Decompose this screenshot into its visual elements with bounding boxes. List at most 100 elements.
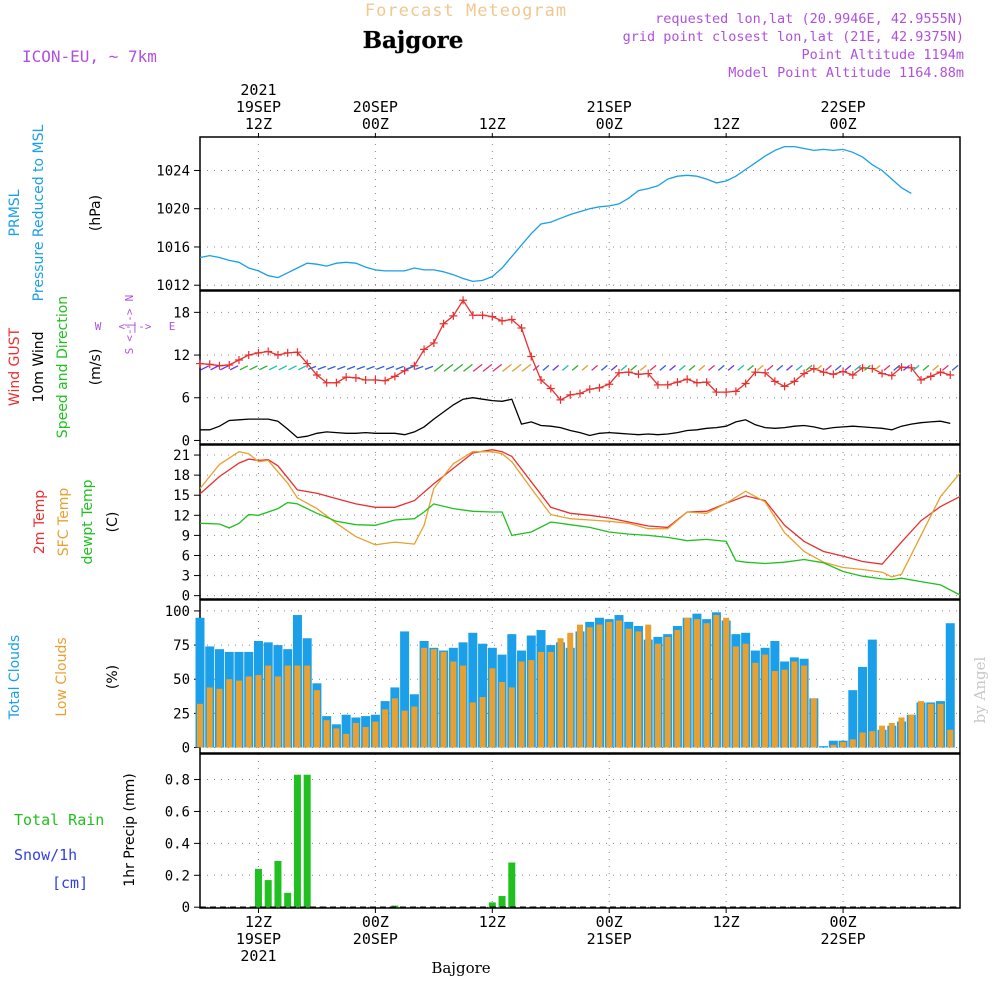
wind-direction-arrow [552, 364, 560, 371]
wind-direction-arrow [327, 365, 336, 370]
cloud-low-bar [781, 669, 788, 748]
wind-side-label: Wind GUST [7, 327, 23, 406]
pressure-line [199, 145, 912, 283]
wind-gust-marker [478, 311, 487, 320]
wind-direction-arrow [249, 365, 258, 371]
wind-direction-arrow [278, 365, 288, 371]
wind-direction-arrow [717, 364, 725, 371]
wind-direction-arrow [210, 365, 219, 371]
wind-direction-arrow [805, 364, 813, 371]
wind-side-label: Speed and Direction [55, 296, 71, 438]
wind-gust-marker [312, 370, 321, 379]
clouds-ytick-label: 100 [165, 604, 190, 620]
cloud-low-bar [849, 739, 856, 748]
wind-direction-arrow [873, 364, 881, 371]
wind-gust-marker [390, 372, 399, 381]
pressure-panel-labels: PRMSL Pressure Reduced to MSL (hPa) [7, 124, 104, 301]
cloud-low-bar [732, 646, 739, 748]
wind-direction-arrow [649, 364, 657, 371]
bottom-time-label: 00Z [596, 913, 623, 931]
wind-direction-arrow [902, 364, 910, 371]
cloud-low-bar [693, 619, 700, 748]
wind-direction-arrow [298, 365, 307, 371]
temp-sfc-line [199, 451, 961, 578]
wind-gust-marker [614, 368, 623, 377]
precip-ytick-label: 0 [182, 900, 190, 916]
top-time-label: 21SEP [587, 98, 632, 116]
wind-direction-arrow [482, 363, 493, 372]
bottom-time-label: 00Z [830, 913, 857, 931]
wind-direction-arrow [941, 364, 949, 371]
wind-gust-marker [498, 316, 507, 325]
wind-direction-arrow [620, 364, 628, 371]
cloud-low-bar [664, 636, 671, 748]
cloud-low-bar [304, 665, 311, 748]
wind-gust-marker [868, 364, 877, 373]
top-time-label: 12Z [245, 115, 272, 133]
rain-bar [284, 892, 292, 908]
wind-gust-marker [273, 351, 282, 360]
wind-direction-arrow [472, 363, 483, 372]
cloud-low-bar [654, 643, 661, 748]
bottom-time-label: 12Z [245, 913, 272, 931]
wind-gust-marker [634, 370, 643, 379]
cloud-total-bar [341, 714, 351, 748]
cloud-total-bar [848, 690, 858, 748]
wind-gust-marker [605, 380, 614, 389]
wind-direction-arrow [502, 363, 512, 372]
cloud-low-bar [947, 729, 954, 748]
clouds-ytick-label: 25 [173, 706, 190, 722]
wind-gust-marker [722, 388, 731, 397]
cloud-low-bar [635, 631, 642, 748]
temp-side-label: dewpt Temp [80, 479, 96, 564]
cloud-low-bar [284, 665, 291, 748]
precip-ytick-label: 0.6 [165, 804, 190, 820]
cloud-low-bar [703, 623, 710, 748]
wind-gust-marker [731, 387, 740, 396]
wind-direction-arrow [317, 365, 327, 370]
wind-direction-arrow [600, 364, 608, 371]
wind-gust-marker [429, 338, 438, 347]
wind-gust-marker [439, 319, 448, 328]
pressure-ytick-label: 1016 [156, 240, 190, 256]
precipitation-panel: 0 0.2 0.4 0.6 0.8 [165, 753, 961, 916]
cloud-total-bar [478, 643, 488, 748]
wind-direction-arrow [356, 365, 365, 370]
rain-bar [508, 862, 516, 908]
cloud-low-bar [830, 744, 837, 748]
cloud-low-bar [606, 621, 613, 748]
cloud-low-bar [401, 710, 408, 748]
wind-direction-arrow [951, 364, 959, 371]
cloud-total-bar [195, 617, 205, 748]
cloud-low-bar [888, 722, 895, 748]
wind-direction-arrow [405, 365, 414, 370]
cloud-low-bar [245, 676, 252, 748]
precip-snow-label: Snow/1h [14, 846, 77, 864]
cloud-low-bar [742, 643, 749, 748]
wind-gust-marker [887, 371, 896, 380]
wind-gust-marker [595, 383, 604, 392]
temp-2m-line [199, 449, 961, 565]
pressure-panel: 1012 1016 1020 1024 [156, 136, 961, 294]
temperature-panel: 0 3 6 9 12 15 18 21 [173, 444, 961, 605]
rain-bar [391, 905, 399, 908]
wind-gust-marker [342, 373, 351, 382]
wind-gust-marker [878, 369, 887, 378]
cloud-low-bar [615, 620, 622, 748]
wind-direction-arrow [376, 365, 385, 370]
precip-axis-label: 1hr Precip (mm) [122, 773, 138, 886]
wind-gust-marker [400, 366, 409, 375]
cloud-low-bar [197, 703, 203, 748]
grid-point-coords: grid point closest lon,lat (21E, 42.9375… [623, 29, 964, 45]
wind-gust-marker [196, 359, 204, 368]
rain-bar [498, 896, 506, 908]
cloud-low-bar [343, 733, 350, 748]
precip-rain-label: Total Rain [14, 811, 104, 829]
cloud-total-bar [468, 632, 478, 748]
temp-side-label: 2m Temp [32, 490, 48, 554]
wind-direction-arrow [825, 364, 832, 371]
bottom-time-label: 12Z [713, 913, 740, 931]
rain-bar [274, 860, 282, 908]
rain-bar [293, 774, 301, 908]
cloud-low-bar [226, 679, 233, 748]
